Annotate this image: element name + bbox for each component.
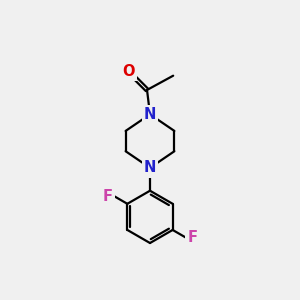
Text: N: N bbox=[144, 107, 156, 122]
Text: N: N bbox=[144, 160, 156, 175]
Text: F: F bbox=[188, 230, 198, 245]
Text: F: F bbox=[102, 189, 112, 204]
Text: O: O bbox=[122, 64, 135, 79]
